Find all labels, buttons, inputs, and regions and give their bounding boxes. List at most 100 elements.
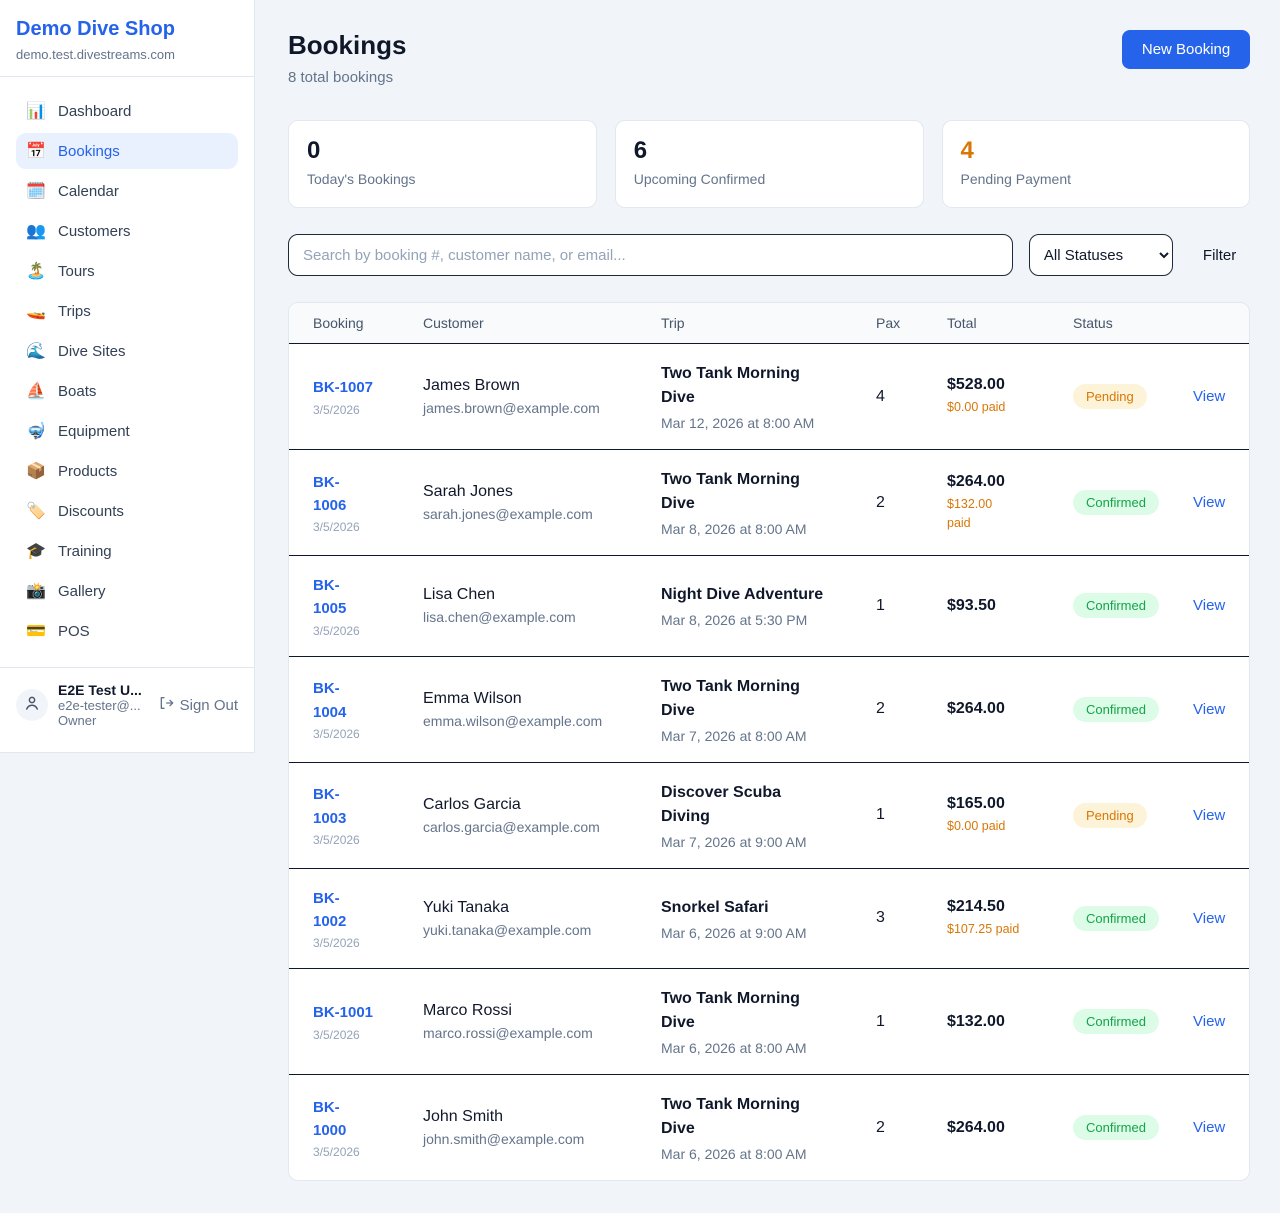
table-row: BK-1007 3/5/2026 James Brown james.brown…	[289, 344, 1250, 450]
total-cell: $528.00 $0.00 paid	[947, 376, 1073, 416]
total-cell: $165.00 $0.00 paid	[947, 795, 1073, 835]
booking-cell: BK- 1002 3/5/2026	[313, 887, 423, 951]
booking-id-link[interactable]: BK- 1004	[313, 680, 347, 721]
nav-icon: 🗓️	[26, 183, 46, 200]
sidebar-item-tours[interactable]: 🏝️ Tours	[16, 253, 238, 289]
sidebar-item-dive-sites[interactable]: 🌊 Dive Sites	[16, 333, 238, 369]
booking-id-link[interactable]: BK-1001	[313, 1004, 374, 1022]
booking-date: 3/5/2026	[313, 1027, 360, 1042]
customer-name: John Smith	[423, 1108, 504, 1125]
booking-cell: BK-1001 3/5/2026	[313, 1001, 423, 1041]
sidebar-item-label: Customers	[58, 222, 131, 240]
total-amount: $264.00	[947, 700, 1005, 717]
sidebar-item-boats[interactable]: ⛵ Boats	[16, 373, 238, 409]
paid-amount: $107.25 paid	[947, 922, 1020, 937]
page-subtitle: 8 total bookings	[288, 69, 394, 86]
sign-out-icon	[158, 695, 174, 715]
view-link[interactable]: View	[1193, 1119, 1226, 1136]
pax-cell: 1	[876, 596, 885, 614]
customer-cell: Sarah Jones sarah.jones@example.com	[423, 483, 661, 522]
total-cell: $264.00	[947, 1119, 1073, 1137]
sidebar-item-customers[interactable]: 👥 Customers	[16, 213, 238, 249]
status-badge: Confirmed	[1073, 1009, 1159, 1034]
table-row: BK- 1003 3/5/2026 Carlos Garcia carlos.g…	[289, 763, 1250, 869]
sidebar-item-label: Boats	[58, 382, 97, 400]
sidebar-item-training[interactable]: 🎓 Training	[16, 533, 238, 569]
page-header: Bookings 8 total bookings New Booking	[288, 30, 1251, 86]
nav-icon: 👥	[26, 223, 46, 240]
view-link[interactable]: View	[1193, 909, 1226, 927]
new-booking-button[interactable]: New Booking	[1121, 30, 1251, 69]
total-cell: $93.50	[947, 597, 1073, 615]
search-input[interactable]	[288, 234, 1013, 276]
sidebar-item-dashboard[interactable]: 📊 Dashboard	[16, 93, 238, 129]
sign-out-button[interactable]: Sign Out	[158, 695, 238, 715]
total-amount: $264.00	[947, 1118, 1005, 1136]
sidebar-item-bookings[interactable]: 📅 Bookings	[16, 133, 238, 169]
total-amount: $165.00	[947, 794, 1005, 812]
pax-cell: 1	[876, 806, 885, 823]
status-badge: Confirmed	[1073, 490, 1159, 515]
view-link[interactable]: View	[1193, 1013, 1226, 1030]
booking-id-link[interactable]: BK- 1002	[313, 889, 347, 930]
view-link[interactable]: View	[1193, 700, 1226, 718]
stat-value: 0	[307, 137, 321, 164]
total-amount: $132.00	[947, 1012, 1005, 1030]
booking-id-link[interactable]: BK- 1003	[313, 786, 347, 827]
sidebar-item-equipment[interactable]: 🤿 Equipment	[16, 413, 238, 449]
paid-amount: $132.00 paid	[947, 497, 993, 530]
sidebar-item-gallery[interactable]: 📸 Gallery	[16, 573, 238, 609]
customer-cell: James Brown james.brown@example.com	[423, 377, 661, 416]
trip-cell: Night Dive Adventure Mar 8, 2026 at 5:30…	[661, 583, 876, 628]
booking-id-link[interactable]: BK- 1005	[313, 577, 347, 618]
booking-id-link[interactable]: BK- 1006	[313, 473, 347, 514]
trip-name: Discover Scuba Diving	[661, 783, 782, 825]
booking-cell: BK-1007 3/5/2026	[313, 376, 423, 416]
view-link[interactable]: View	[1193, 494, 1226, 511]
filter-button[interactable]: Filter	[1189, 247, 1250, 264]
stat-label: Pending Payment	[960, 171, 1072, 187]
status-badge: Confirmed	[1073, 593, 1159, 619]
avatar	[16, 689, 48, 721]
user-icon	[23, 694, 41, 717]
view-link[interactable]: View	[1193, 597, 1226, 615]
trip-datetime: Mar 8, 2026 at 8:00 AM	[661, 521, 807, 537]
booking-date: 3/5/2026	[313, 520, 360, 535]
user-meta: E2E Test U... e2e-tester@... Owner	[58, 682, 142, 728]
status-select[interactable]: All Statuses	[1028, 234, 1173, 276]
sidebar-item-pos[interactable]: 💳 POS	[16, 613, 238, 649]
nav-icon: ⛵	[26, 383, 46, 400]
customer-name: James Brown	[423, 377, 520, 394]
table-row: BK- 1000 3/5/2026 John Smith john.smith@…	[289, 1075, 1249, 1180]
table-row: BK- 1005 3/5/2026 Lisa Chen lisa.chen@ex…	[289, 556, 1250, 657]
sidebar-item-calendar[interactable]: 🗓️ Calendar	[16, 173, 238, 209]
pax-cell: 2	[876, 1118, 885, 1136]
sidebar-item-discounts[interactable]: 🏷️ Discounts	[16, 493, 238, 529]
booking-id-link[interactable]: BK- 1000	[313, 1098, 347, 1139]
stat-card: 4 Pending Payment	[941, 120, 1251, 208]
view-link[interactable]: View	[1193, 806, 1226, 824]
paid-amount: $0.00 paid	[947, 400, 1006, 415]
sidebar-nav: 📊 Dashboard 📅 Bookings 🗓️ Calendar 👥 Cus…	[0, 77, 254, 661]
user-box: E2E Test U... e2e-tester@... Owner Sign …	[0, 667, 254, 742]
customer-cell: Lisa Chen lisa.chen@example.com	[423, 586, 661, 625]
trip-datetime: Mar 7, 2026 at 8:00 AM	[661, 727, 807, 744]
status-cell: Confirmed	[1073, 1115, 1193, 1140]
booking-id-link[interactable]: BK-1007	[313, 379, 374, 397]
sidebar-item-products[interactable]: 📦 Products	[16, 453, 238, 489]
total-amount: $93.50	[947, 596, 996, 614]
pax-cell: 3	[876, 909, 885, 927]
col-header-total: Total	[947, 315, 977, 331]
sidebar-item-trips[interactable]: 🚤 Trips	[16, 293, 238, 329]
customer-email: yuki.tanaka@example.com	[423, 921, 592, 938]
brand: Demo Dive Shop demo.test.divestreams.com	[0, 0, 254, 77]
status-cell: Confirmed	[1073, 593, 1193, 619]
sidebar-item-label: Training	[58, 542, 112, 560]
sidebar-item-label: POS	[58, 622, 90, 640]
pax-cell: 1	[876, 1012, 885, 1030]
customer-email: emma.wilson@example.com	[423, 712, 603, 729]
view-link[interactable]: View	[1193, 388, 1226, 405]
table-body: BK-1007 3/5/2026 James Brown james.brown…	[289, 344, 1250, 1180]
customer-email: lisa.chen@example.com	[423, 609, 576, 626]
